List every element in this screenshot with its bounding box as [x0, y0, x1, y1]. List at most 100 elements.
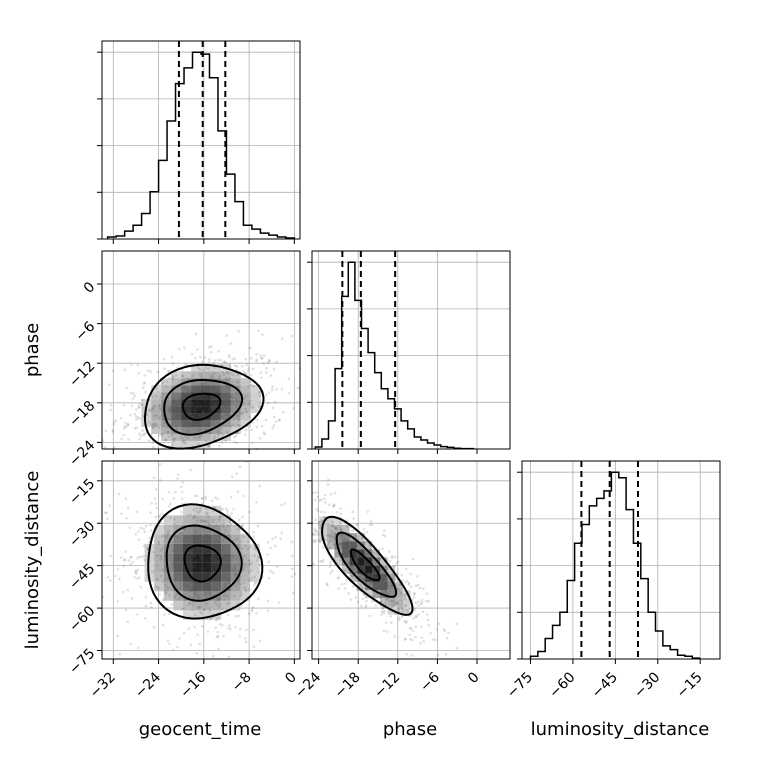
scatter-point — [222, 518, 225, 522]
scatter-point — [407, 583, 411, 586]
scatter-point — [209, 617, 213, 621]
scatter-point — [166, 430, 170, 434]
scatter-point — [183, 346, 186, 349]
scatter-point — [280, 387, 284, 391]
scatter-point — [363, 562, 367, 566]
scatter-point — [224, 377, 228, 380]
scatter-point — [416, 575, 419, 578]
scatter-point — [343, 538, 347, 541]
scatter-point — [221, 433, 225, 437]
scatter-point — [228, 624, 231, 627]
scatter-point — [224, 528, 227, 532]
scatter-point — [287, 377, 291, 380]
scatter-point — [166, 370, 170, 374]
scatter-point — [177, 473, 180, 477]
scatter-point — [228, 588, 231, 591]
scatter-point — [237, 518, 241, 522]
scatter-point — [376, 581, 380, 585]
scatter-point — [137, 406, 141, 410]
scatter-point — [223, 360, 226, 364]
scatter-point — [218, 518, 221, 522]
scatter-point — [313, 527, 317, 531]
scatter-point — [342, 556, 346, 559]
scatter-point — [116, 634, 119, 638]
scatter-point — [385, 577, 389, 581]
scatter-point — [263, 432, 267, 436]
scatter-point — [339, 541, 342, 545]
scatter-point — [188, 595, 192, 599]
scatter-point — [188, 601, 192, 605]
scatter-point — [215, 619, 218, 622]
scatter-point — [152, 571, 156, 574]
scatter-point — [233, 364, 237, 368]
scatter-point — [397, 560, 400, 564]
scatter-point — [196, 401, 200, 404]
scatter-point — [348, 539, 351, 543]
scatter-point — [161, 381, 165, 384]
scatter-point — [316, 495, 320, 499]
scatter-point — [181, 572, 185, 575]
scatter-point — [273, 400, 277, 404]
scatter-point — [393, 603, 396, 607]
scatter-point — [312, 562, 315, 566]
scatter-point — [381, 578, 384, 582]
scatter-point — [221, 538, 225, 542]
scatter-point — [126, 620, 129, 624]
density-cell — [154, 581, 164, 592]
scatter-point — [236, 581, 240, 584]
scatter-point — [361, 556, 364, 560]
scatter-point — [401, 607, 405, 611]
scatter-point — [370, 574, 373, 577]
scatter-point — [330, 529, 333, 533]
scatter-point — [156, 585, 160, 589]
scatter-point — [411, 638, 414, 642]
scatter-point — [211, 520, 215, 524]
scatter-point — [290, 575, 294, 578]
scatter-point — [251, 383, 254, 387]
scatter-point — [248, 510, 251, 514]
scatter-point — [191, 539, 195, 542]
scatter-point — [170, 541, 174, 544]
scatter-point — [198, 606, 201, 610]
scatter-point — [255, 559, 259, 562]
scatter-point — [420, 636, 424, 640]
scatter-point — [396, 602, 399, 606]
scatter-point — [232, 440, 236, 444]
density-cell — [182, 591, 193, 601]
scatter-point — [408, 633, 412, 637]
scatter-point — [122, 433, 126, 437]
scatter-point — [211, 386, 215, 389]
scatter-point — [362, 563, 365, 566]
scatter-point — [150, 570, 154, 573]
scatter-point — [325, 534, 328, 537]
scatter-point — [227, 580, 231, 583]
scatter-point — [269, 546, 272, 550]
scatter-point — [225, 371, 229, 374]
scatter-point — [254, 360, 258, 363]
scatter-point — [355, 522, 358, 526]
scatter-point — [258, 484, 261, 488]
scatter-point — [231, 357, 234, 361]
scatter-point — [204, 428, 208, 431]
scatter-point — [176, 413, 180, 417]
density-cell — [151, 385, 162, 393]
scatter-point — [204, 520, 208, 524]
scatter-point — [372, 573, 376, 577]
scatter-point — [130, 597, 134, 600]
scatter-point — [372, 583, 376, 586]
scatter-point — [361, 577, 364, 581]
scatter-point — [196, 404, 199, 408]
scatter-point — [358, 575, 361, 578]
scatter-point — [381, 547, 384, 551]
scatter-point — [165, 384, 168, 388]
density-cell — [191, 433, 201, 441]
density-cell — [202, 505, 212, 516]
scatter-point — [157, 515, 161, 519]
scatter-point — [233, 570, 236, 573]
scatter-point — [391, 584, 394, 588]
axis-frame — [521, 460, 721, 660]
scatter-point — [148, 408, 152, 412]
scatter-point — [214, 533, 217, 537]
scatter-point — [206, 512, 209, 516]
ylabel-phase: phase — [22, 323, 43, 377]
